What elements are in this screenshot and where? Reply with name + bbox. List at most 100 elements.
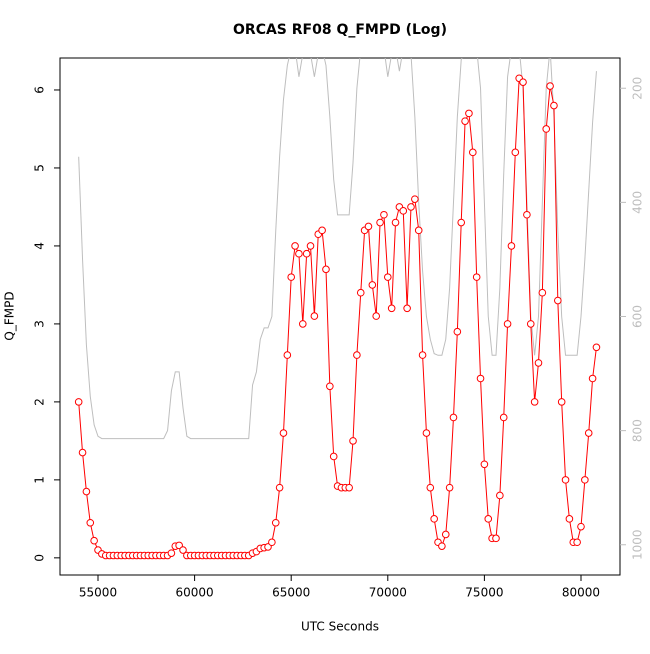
data-point	[538, 288, 547, 297]
data-point	[519, 78, 527, 86]
y-tick-label: 0	[33, 554, 47, 562]
data-point	[441, 530, 450, 539]
data-point	[383, 273, 392, 281]
y2-tick-label: 600	[631, 305, 645, 328]
data-point	[480, 460, 489, 469]
data-point	[492, 534, 500, 543]
data-point	[476, 374, 485, 383]
data-point	[414, 226, 423, 235]
data-point	[542, 125, 551, 133]
data-point	[74, 398, 83, 406]
data-point	[577, 522, 585, 531]
data-point	[90, 536, 98, 545]
data-point	[291, 242, 299, 250]
data-point	[372, 312, 381, 320]
chart-title: ORCAS RF08 Q_FMPD (Log)	[233, 22, 447, 38]
data-point	[403, 304, 411, 313]
x-axis-label: UTC Seconds	[301, 620, 379, 634]
data-point	[592, 343, 601, 352]
data-point	[503, 320, 512, 328]
data-point	[368, 281, 377, 289]
data-point	[511, 148, 520, 157]
y-tick-label: 3	[33, 320, 47, 328]
y2-tick-label: 200	[631, 77, 645, 100]
data-point	[318, 226, 326, 235]
data-point	[534, 359, 543, 367]
data-point	[530, 398, 539, 406]
data-point	[322, 265, 330, 274]
data-point	[279, 429, 288, 437]
data-point	[438, 542, 446, 550]
y-axis-label: Q_FMPD	[3, 291, 17, 340]
data-point	[364, 222, 373, 231]
data-point	[557, 398, 566, 406]
data-point	[287, 273, 295, 281]
data-point	[565, 515, 574, 523]
data-point	[310, 312, 319, 320]
data-point	[391, 218, 400, 227]
data-point	[86, 518, 95, 527]
data-point	[457, 218, 466, 227]
x-tick-label: 70000	[369, 586, 407, 600]
data-point	[326, 382, 334, 391]
y-tick-label: 1	[33, 476, 47, 484]
data-point	[411, 195, 419, 203]
x-tick-label: 55000	[79, 586, 117, 600]
data-point	[550, 101, 558, 110]
data-point	[399, 207, 408, 215]
x-tick-label: 65000	[272, 586, 310, 600]
data-point	[499, 413, 508, 422]
data-point	[283, 351, 292, 359]
data-point	[407, 203, 415, 211]
data-point	[356, 288, 365, 297]
data-point	[78, 448, 87, 457]
data-point	[329, 452, 338, 461]
data-point	[546, 82, 554, 90]
data-point	[426, 483, 435, 492]
data-point	[554, 296, 562, 305]
data-point	[306, 242, 315, 250]
data-point	[179, 546, 187, 554]
data-point	[422, 429, 431, 437]
data-point	[298, 320, 307, 328]
data-point	[523, 210, 531, 219]
data-point	[469, 148, 477, 157]
x-tick-label: 80000	[562, 586, 600, 600]
data-point	[376, 218, 384, 227]
data-point	[507, 242, 516, 250]
data-point	[387, 304, 396, 313]
data-point	[271, 518, 280, 527]
data-point	[526, 320, 535, 328]
x-tick-label: 60000	[176, 586, 214, 600]
data-point	[295, 249, 303, 258]
data-point	[445, 483, 454, 492]
data-point	[573, 538, 581, 547]
data-point	[496, 491, 504, 500]
data-point	[418, 351, 427, 359]
data-point	[82, 487, 91, 496]
y2-tick-label: 800	[631, 419, 645, 442]
data-point	[380, 210, 388, 219]
data-point	[581, 476, 589, 484]
data-point	[345, 483, 353, 492]
data-point	[268, 538, 276, 547]
x-tick-label: 75000	[465, 586, 503, 600]
series-line	[78, 58, 597, 440]
data-point	[302, 249, 311, 258]
plot-area	[74, 58, 601, 560]
data-point	[465, 109, 473, 118]
data-point	[453, 327, 462, 336]
data-point	[353, 351, 361, 359]
data-point	[275, 483, 284, 492]
data-point	[561, 476, 570, 484]
y2-tick-label: 400	[631, 191, 645, 214]
data-point	[461, 117, 469, 125]
y-tick-label: 6	[33, 86, 47, 94]
data-point	[484, 515, 493, 523]
data-point	[449, 413, 458, 422]
y-tick-label: 5	[33, 164, 47, 172]
y-tick-label: 2	[33, 398, 47, 406]
data-point	[430, 515, 438, 523]
